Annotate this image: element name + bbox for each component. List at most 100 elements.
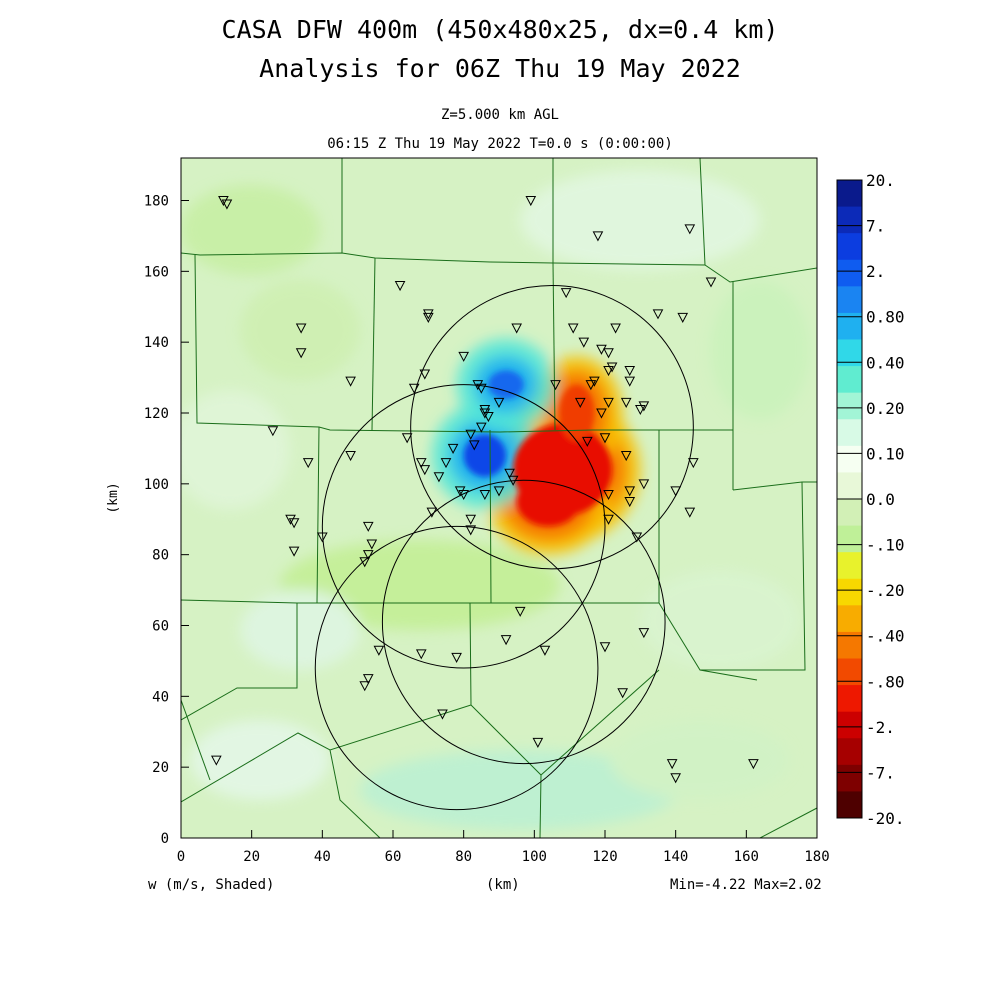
- station-marker: [652, 309, 664, 320]
- station-marker: [638, 628, 650, 639]
- field-label: w (m/s, Shaded): [148, 877, 275, 893]
- station-marker: [677, 312, 689, 323]
- station-marker: [362, 521, 374, 532]
- county-lines: [181, 158, 817, 838]
- station-marker: [288, 518, 300, 529]
- station-marker: [423, 312, 434, 323]
- station-marker: [345, 376, 356, 387]
- station-marker: [578, 337, 590, 348]
- x-tick-label: 160: [734, 849, 759, 865]
- x-tick-label: 80: [455, 849, 472, 865]
- station-marker: [458, 489, 469, 501]
- colorbar-label: 0.0: [866, 490, 895, 509]
- station-marker: [373, 645, 385, 656]
- radar-range-ring: [321, 384, 606, 669]
- downdraft-core: [463, 434, 507, 477]
- colorbar: 20. 7. 2. 0.80 0.40 0.20 0.10 0.0 -.10 -.20 -.40 -.…: [836, 171, 905, 828]
- station-marker: [401, 433, 413, 444]
- station-marker: [465, 514, 477, 525]
- field-texture: [181, 170, 810, 830]
- x-tick-label: 40: [314, 849, 331, 865]
- station-marker: [638, 401, 650, 412]
- chart-subtitle: Analysis for 06Z Thu 19 May 2022: [259, 54, 741, 83]
- station-marker: [603, 489, 614, 501]
- updraft-core: [516, 476, 581, 527]
- station-marker: [394, 281, 406, 292]
- station-marker: [560, 288, 572, 299]
- station-marker: [447, 443, 459, 454]
- station-marker: [302, 458, 314, 469]
- station-marker: [500, 635, 512, 646]
- station-marker: [603, 348, 614, 359]
- station-marker: [345, 451, 356, 462]
- chart-title: CASA DFW 400m (450x480x25, dx=0.4 km): [221, 15, 779, 44]
- station-marker: [493, 397, 505, 408]
- x-tick-label: 140: [663, 849, 688, 865]
- station-marker: [705, 277, 717, 288]
- station-marker: [479, 404, 491, 416]
- colorbar-segment: [837, 419, 862, 447]
- station-marker: [211, 755, 222, 766]
- station-markers: [211, 196, 759, 784]
- station-marker: [550, 380, 561, 391]
- y-axis-label: (km): [106, 482, 121, 513]
- station-marker: [620, 397, 632, 408]
- station-marker: [218, 196, 229, 207]
- station-marker: [514, 606, 526, 617]
- station-marker: [295, 348, 307, 359]
- station-marker: [525, 196, 537, 207]
- y-tick-label: 120: [144, 406, 169, 422]
- station-marker: [631, 532, 643, 543]
- y-tick-label: 100: [144, 477, 169, 493]
- radar-range-ring: [381, 479, 666, 765]
- station-marker: [624, 497, 636, 508]
- station-marker: [468, 440, 480, 451]
- station-marker: [684, 507, 696, 518]
- updraft-core: [559, 384, 595, 442]
- station-marker: [317, 532, 328, 543]
- colorbar-segment: [837, 631, 862, 659]
- colorbar-segment: [837, 605, 862, 633]
- minmax-label: Min=-4.22 Max=2.02: [670, 877, 822, 893]
- plot-frame: [180, 157, 818, 839]
- colorbar-segment: [837, 392, 862, 420]
- station-marker: [359, 557, 371, 568]
- station-marker: [511, 323, 522, 334]
- y-tick-label: 140: [144, 335, 169, 351]
- x-axis: 0 20 40 60 80 100 120 140 160 180: [177, 830, 830, 865]
- radar-range-ring: [314, 525, 599, 811]
- colorbar-segment: [837, 764, 862, 792]
- station-marker: [670, 486, 681, 497]
- station-marker: [574, 397, 586, 408]
- x-tick-label: 120: [592, 849, 617, 865]
- station-marker: [638, 479, 650, 490]
- colorbar-label: 2.: [866, 262, 885, 281]
- y-tick-label: 160: [144, 264, 169, 280]
- station-marker: [684, 224, 696, 235]
- station-marker: [415, 649, 427, 660]
- y-tick-label: 180: [144, 194, 169, 210]
- colorbar-segment: [837, 259, 862, 287]
- station-marker: [610, 323, 621, 334]
- station-marker: [437, 709, 448, 720]
- station-marker: [599, 433, 611, 444]
- colorbar-label: 20.: [866, 171, 895, 190]
- station-marker: [617, 688, 628, 699]
- station-marker: [483, 412, 494, 423]
- colorbar-label: -2.: [866, 718, 895, 737]
- colorbar-segment: [837, 711, 862, 739]
- station-marker: [362, 674, 374, 685]
- colorbar-segment: [837, 552, 862, 580]
- station-marker: [415, 458, 427, 469]
- x-tick-label: 0: [177, 849, 185, 865]
- y-tick-label: 0: [161, 831, 169, 847]
- station-marker: [454, 486, 466, 497]
- station-marker: [267, 426, 279, 437]
- colorbar-segment: [837, 445, 862, 473]
- colorbar-label: 7.: [866, 217, 885, 236]
- station-marker: [624, 376, 636, 387]
- colorbar-segment: [837, 578, 862, 606]
- station-marker: [603, 366, 614, 377]
- station-marker: [596, 408, 607, 419]
